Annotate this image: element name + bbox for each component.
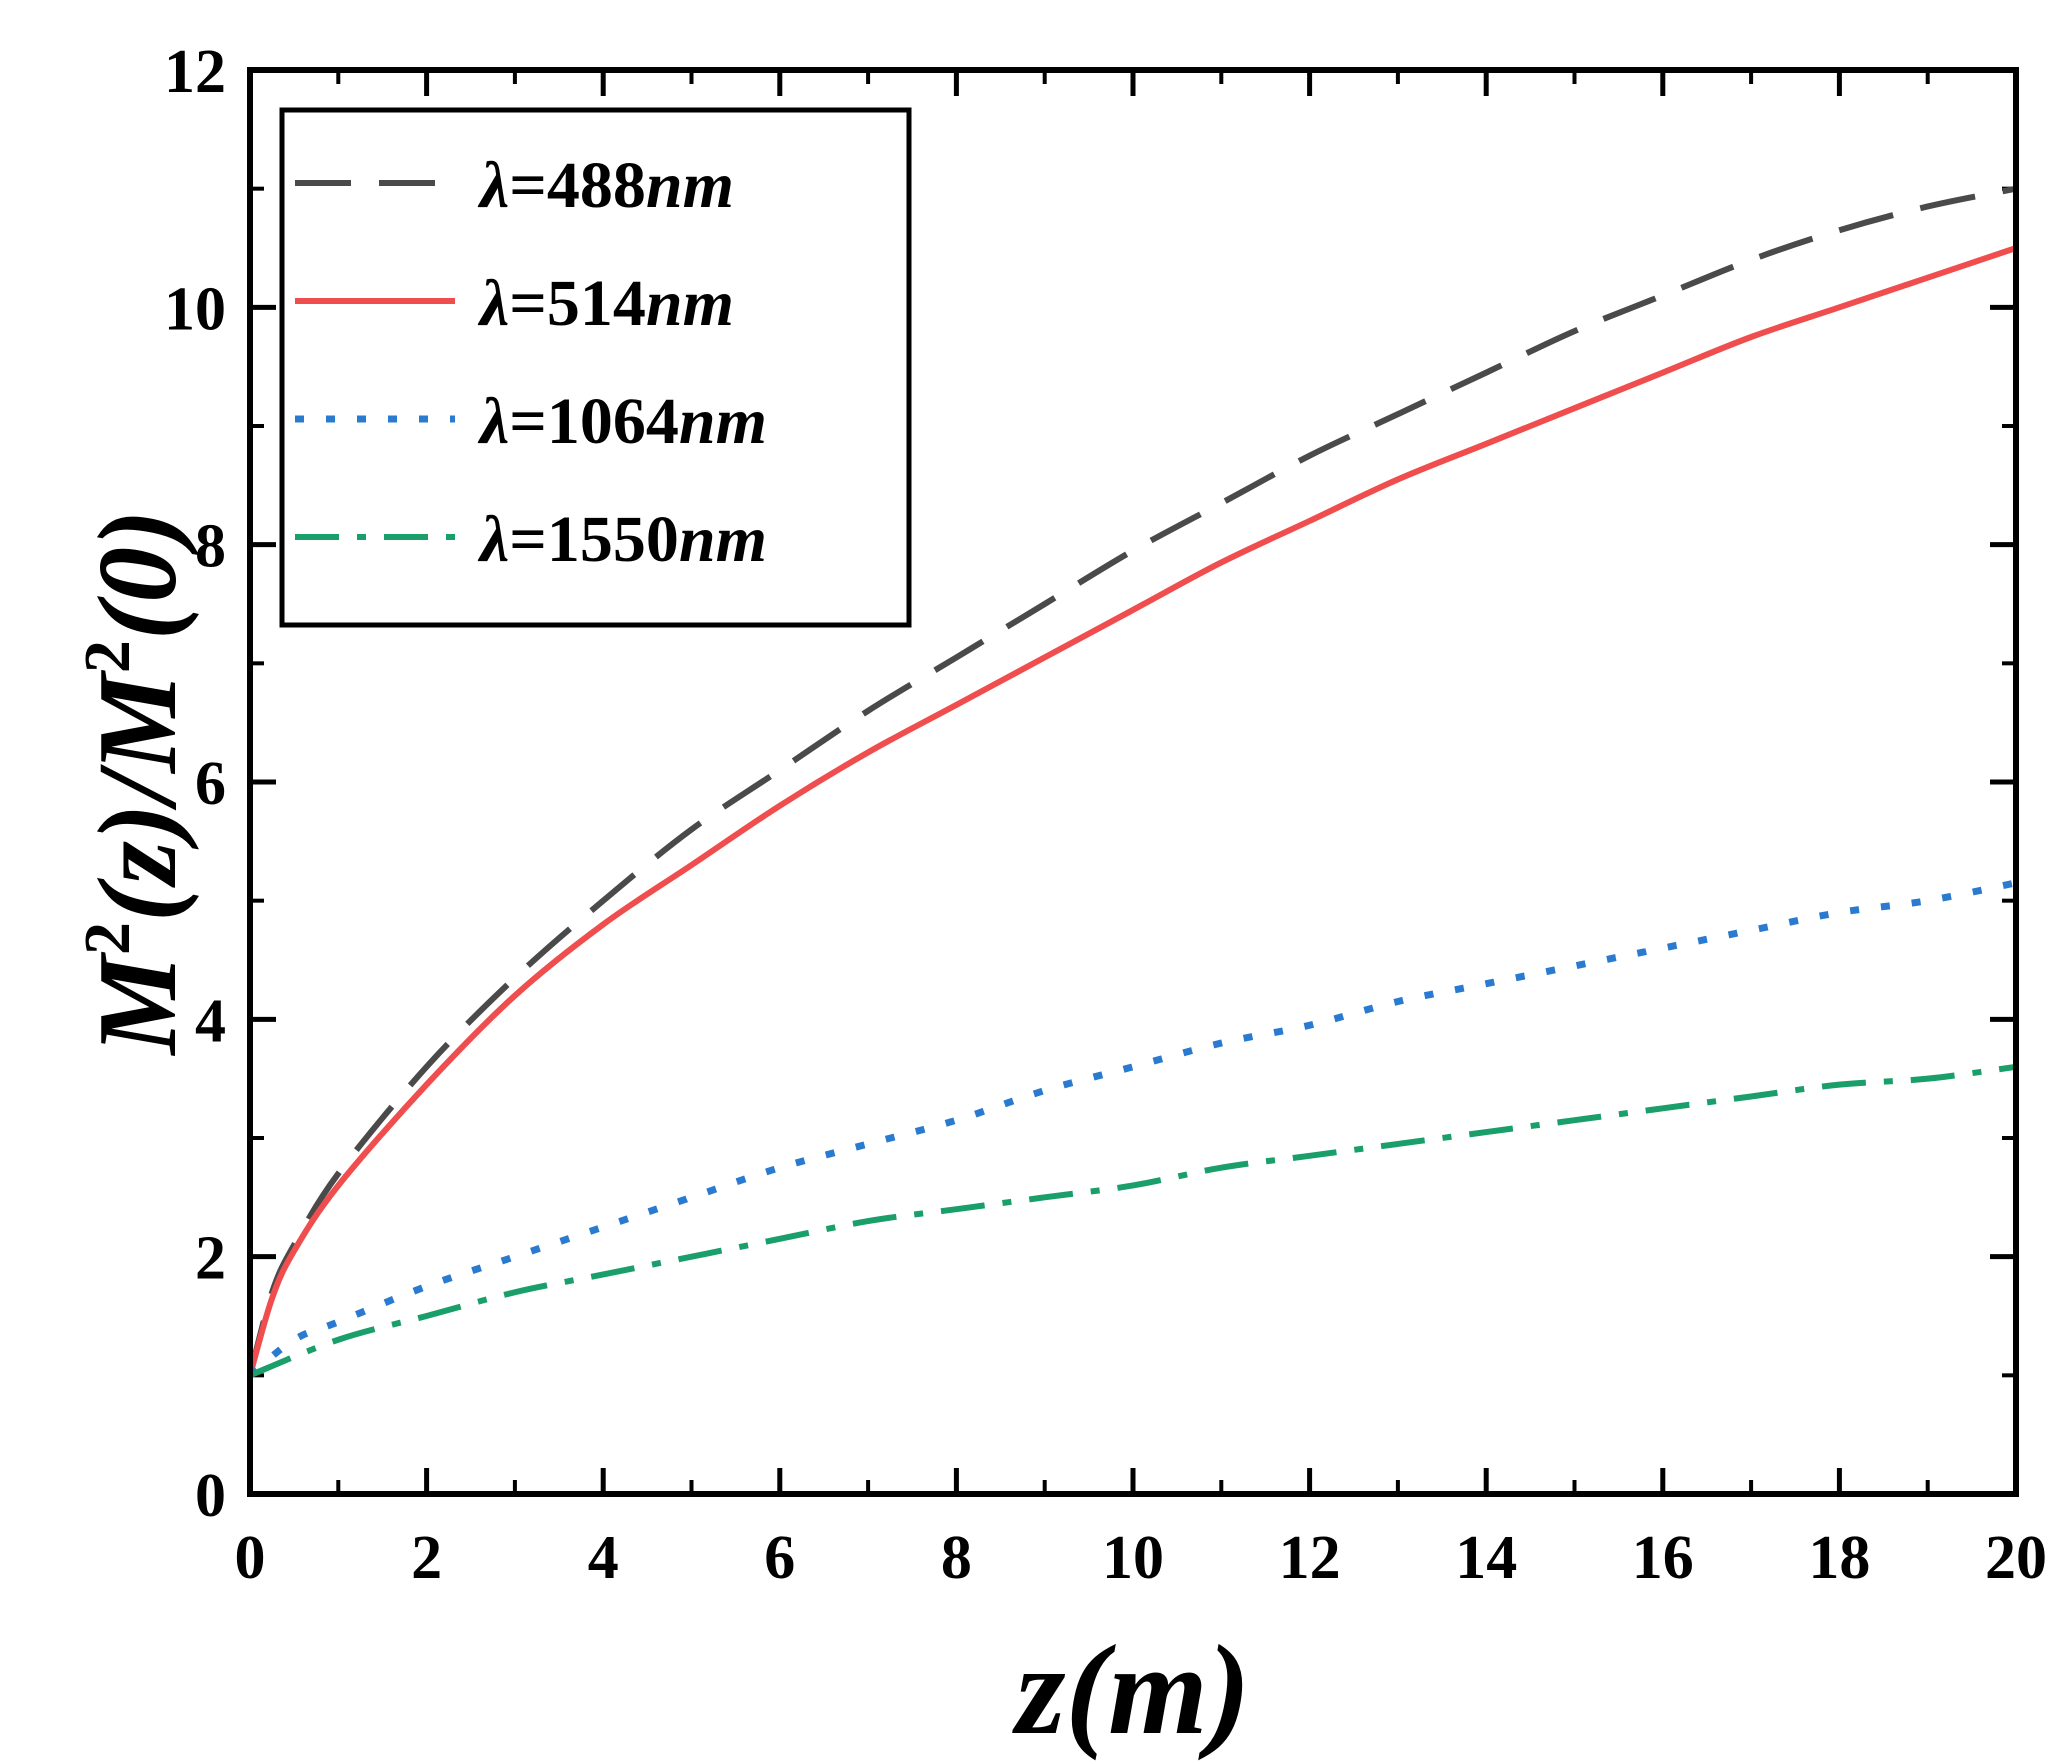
plot-frame: [247, 67, 2019, 1497]
y-tick-label: 12: [164, 38, 226, 106]
y-tick-label: 8: [195, 513, 226, 581]
x-tick-label: 18: [1808, 1524, 1870, 1592]
y-tick-label: 0: [195, 1462, 226, 1530]
legend: λ=488nm λ=514nm λ=1064nm λ=1550nm: [279, 107, 912, 628]
y-title-sup2: 2: [71, 640, 144, 673]
y-title-arg1: (z)/: [76, 764, 200, 922]
x-tick-label: 2: [411, 1524, 442, 1592]
y-title-sup1: 2: [71, 922, 144, 955]
series-line-3: [247, 879, 2017, 1379]
y-title-m2: M: [76, 670, 200, 775]
y-axis-title: M2(z)/M2(0): [71, 509, 200, 1056]
x-tick-label: 0: [235, 1524, 266, 1592]
x-axis-title: z(m): [1012, 1619, 1251, 1761]
x-tick-label: 4: [588, 1524, 619, 1592]
y-title-m1: M: [76, 952, 200, 1057]
series-line-1: [247, 185, 2017, 1377]
series-line-4: [248, 1063, 2017, 1379]
legend-label-1: λ=488nm: [477, 149, 734, 222]
legend-label-3: λ=1064nm: [477, 385, 767, 458]
series-line-2: [247, 245, 2017, 1377]
x-tick-label: 8: [941, 1524, 972, 1592]
y-tick-label: 2: [195, 1225, 226, 1293]
tick-labels: 0 2 4 6 8 10 12 14 16 18 20 0 2 4 6 8 10 12: [164, 38, 2047, 1592]
x-tick-label: 20: [1985, 1524, 2047, 1592]
x-tick-label: 12: [1279, 1524, 1341, 1592]
x-tick-label: 14: [1455, 1524, 1517, 1592]
x-tick-label: 6: [764, 1524, 795, 1592]
x-tick-label: 10: [1102, 1524, 1164, 1592]
series-lines: [247, 185, 2017, 1379]
y-tick-label: 4: [195, 987, 226, 1055]
y-tick-label: 10: [164, 275, 226, 343]
legend-label-4: λ=1550nm: [477, 503, 767, 576]
legend-label-2: λ=514nm: [477, 267, 734, 340]
x-tick-label: 16: [1632, 1524, 1694, 1592]
y-title-arg2: (0): [76, 509, 200, 640]
y-tick-label: 6: [195, 750, 226, 818]
